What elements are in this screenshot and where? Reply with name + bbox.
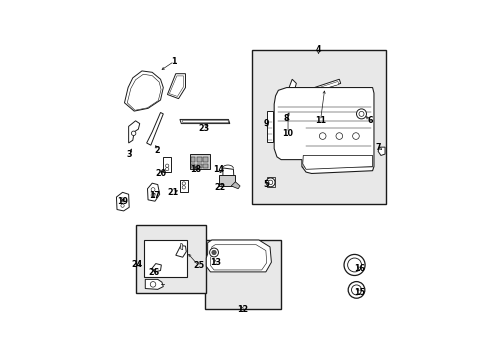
Bar — [135, 225, 206, 293]
Text: 7: 7 — [375, 143, 381, 152]
Circle shape — [182, 182, 185, 185]
Text: 10: 10 — [282, 129, 293, 138]
Text: 14: 14 — [213, 165, 224, 174]
Bar — [191, 163, 195, 168]
Bar — [163, 157, 171, 172]
Text: 4: 4 — [315, 45, 321, 54]
Polygon shape — [377, 147, 384, 156]
Bar — [191, 157, 195, 162]
Bar — [267, 177, 274, 187]
Circle shape — [358, 111, 363, 116]
Bar — [180, 180, 187, 192]
Polygon shape — [206, 240, 271, 272]
Text: 23: 23 — [198, 124, 209, 133]
Polygon shape — [287, 79, 296, 93]
Polygon shape — [124, 71, 163, 111]
Circle shape — [209, 248, 218, 257]
Circle shape — [356, 109, 366, 119]
Circle shape — [151, 188, 155, 192]
Circle shape — [319, 133, 325, 139]
Text: 16: 16 — [353, 264, 365, 273]
Circle shape — [352, 133, 359, 139]
Text: 22: 22 — [214, 183, 225, 192]
Text: 3: 3 — [126, 150, 132, 159]
Text: 25: 25 — [193, 261, 203, 270]
Polygon shape — [116, 192, 129, 211]
Bar — [197, 163, 201, 168]
Circle shape — [150, 282, 156, 287]
Circle shape — [268, 180, 272, 185]
Polygon shape — [169, 76, 183, 96]
Circle shape — [131, 131, 136, 135]
Polygon shape — [167, 74, 185, 99]
Polygon shape — [315, 81, 338, 91]
Circle shape — [347, 282, 364, 298]
Bar — [189, 154, 210, 169]
Text: 8: 8 — [283, 113, 289, 122]
Circle shape — [344, 255, 365, 275]
Polygon shape — [302, 156, 372, 169]
Text: 24: 24 — [131, 261, 142, 269]
Circle shape — [265, 178, 274, 187]
Bar — [251, 50, 386, 204]
Bar — [204, 240, 281, 309]
Polygon shape — [175, 246, 186, 257]
Polygon shape — [182, 121, 228, 123]
Circle shape — [182, 186, 185, 189]
Polygon shape — [145, 279, 163, 289]
Polygon shape — [151, 264, 161, 272]
Polygon shape — [231, 182, 240, 189]
Bar — [197, 157, 201, 162]
Circle shape — [335, 133, 342, 139]
Polygon shape — [181, 243, 183, 250]
Bar — [218, 175, 235, 186]
Polygon shape — [147, 183, 160, 201]
Text: 11: 11 — [314, 116, 325, 125]
Circle shape — [165, 164, 168, 167]
Polygon shape — [274, 87, 373, 174]
Circle shape — [351, 285, 361, 295]
Text: 19: 19 — [117, 197, 128, 206]
Circle shape — [347, 258, 361, 272]
Bar — [267, 111, 272, 141]
Polygon shape — [210, 245, 266, 270]
Circle shape — [151, 193, 155, 197]
Circle shape — [211, 250, 216, 255]
Bar — [143, 240, 186, 278]
Text: 5: 5 — [263, 180, 268, 189]
Circle shape — [121, 198, 124, 201]
Polygon shape — [146, 112, 163, 145]
Text: 13: 13 — [209, 258, 221, 267]
Circle shape — [165, 167, 168, 171]
Text: 17: 17 — [149, 190, 160, 199]
Text: 1: 1 — [171, 57, 177, 66]
Polygon shape — [127, 74, 161, 110]
Text: 12: 12 — [237, 305, 248, 314]
Bar — [203, 163, 207, 168]
Polygon shape — [223, 168, 233, 183]
Text: 2: 2 — [154, 146, 160, 155]
Polygon shape — [180, 120, 229, 123]
Text: 9: 9 — [264, 118, 269, 127]
Polygon shape — [128, 121, 140, 143]
Circle shape — [121, 204, 124, 207]
Text: 21: 21 — [167, 188, 178, 197]
Text: 26: 26 — [148, 268, 160, 277]
Text: 15: 15 — [353, 288, 365, 297]
Text: 20: 20 — [155, 169, 166, 178]
Bar — [203, 157, 207, 162]
Polygon shape — [314, 79, 340, 92]
Text: 18: 18 — [190, 165, 201, 174]
Text: 6: 6 — [366, 116, 372, 125]
